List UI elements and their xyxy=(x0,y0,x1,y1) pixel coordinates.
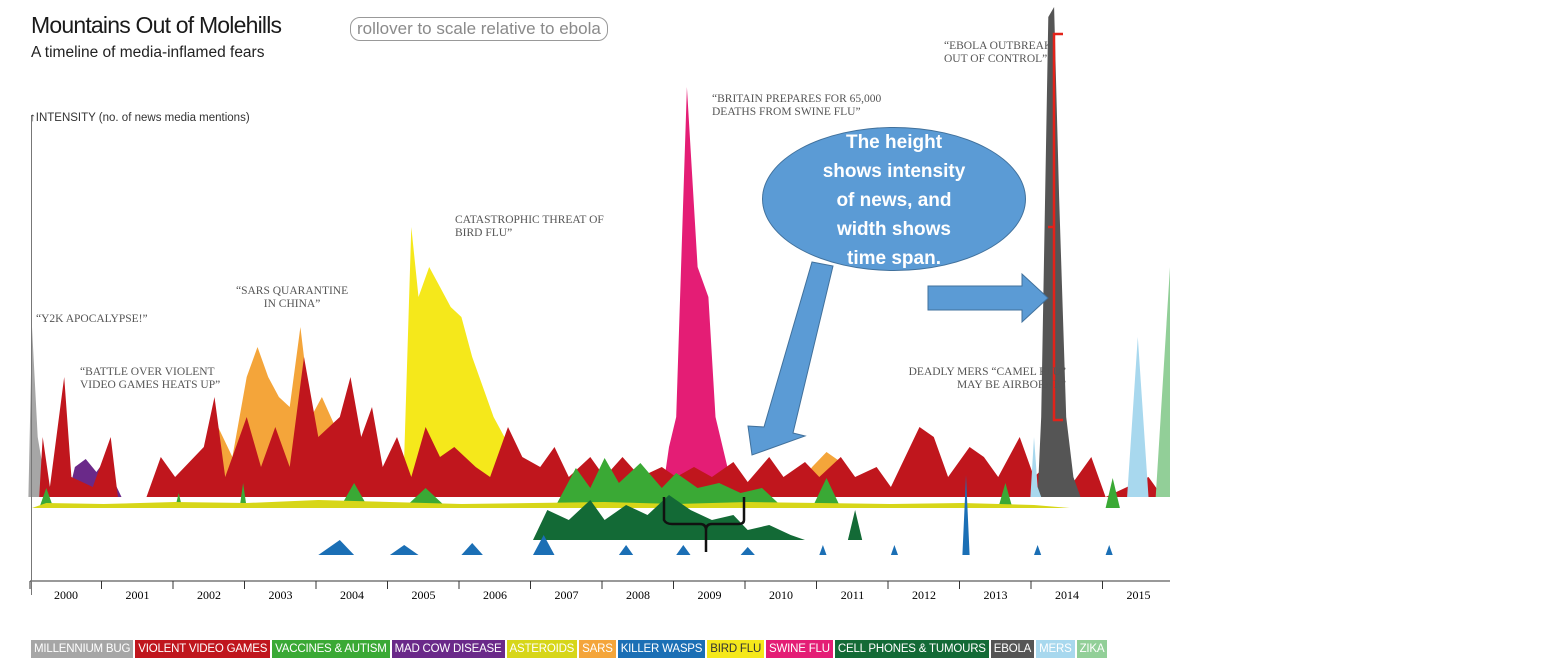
series-vaccines-autism[interactable] xyxy=(39,458,1120,508)
callout-line: shows intensity xyxy=(822,161,966,182)
x-tick-label: 2015 xyxy=(1127,588,1151,602)
x-tick-label: 2001 xyxy=(126,588,150,602)
x-tick-label: 2000 xyxy=(54,588,78,602)
explanation-callout: The height shows intensity of news, and … xyxy=(762,127,1026,271)
x-axis: 2000 2001 2002 2003 2004 2005 2006 2007 2008 2009… xyxy=(29,580,1170,602)
annotation-mers: DEADLY MERS “CAMEL FLU” MAY BE AIRBORNE” xyxy=(908,366,1066,391)
legend-item-violent-video-games[interactable]: VIOLENT VIDEO GAMES xyxy=(135,640,271,658)
chart-subtitle: A timeline of media-inflamed fears xyxy=(31,44,265,61)
x-tick-label: 2009 xyxy=(698,588,722,602)
legend-item-millennium-bug[interactable]: MILLENNIUM BUG xyxy=(31,640,134,658)
legend-item-cell-phones[interactable]: CELL PHONES & TUMOURS xyxy=(834,640,989,658)
legend: MILLENNIUM BUG VIOLENT VIDEO GAMES VACCI… xyxy=(31,640,1108,658)
callout-line: width shows xyxy=(837,219,951,240)
legend-item-bird-flu[interactable]: BIRD FLU xyxy=(707,640,765,658)
legend-item-killer-wasps[interactable]: KILLER WASPS xyxy=(617,640,706,658)
annotation-ebola: “EBOLA OUTBREAK OUT OF CONTROL” xyxy=(944,40,1053,65)
legend-item-zika[interactable]: ZIKA xyxy=(1076,640,1108,658)
annotation-video-games: “BATTLE OVER VIOLENT VIDEO GAMES HEATS U… xyxy=(80,366,221,391)
x-tick-label: 2012 xyxy=(912,588,936,602)
rollover-button[interactable]: rollover to scale relative to ebola xyxy=(350,17,608,41)
annotation-swine-flu: “BRITAIN PREPARES FOR 65,000 DEATHS FROM… xyxy=(712,93,882,118)
legend-item-mers[interactable]: MERS xyxy=(1036,640,1075,658)
x-tick-label: 2002 xyxy=(197,588,221,602)
legend-item-asteroids[interactable]: ASTEROIDS xyxy=(506,640,578,658)
overlay-layer xyxy=(662,32,1063,552)
x-tick-label: 2011 xyxy=(841,588,865,602)
legend-item-mad-cow[interactable]: MAD COW DISEASE xyxy=(391,640,505,658)
callout-down-arrow xyxy=(747,261,834,456)
legend-item-ebola[interactable]: EBOLA xyxy=(990,640,1035,658)
series-ebola[interactable] xyxy=(1037,7,1081,497)
x-tick-label: 2006 xyxy=(483,588,507,602)
series-layer xyxy=(28,7,1170,555)
x-tick-label: 2013 xyxy=(984,588,1008,602)
series-zika[interactable] xyxy=(1155,267,1170,497)
legend-item-swine-flu[interactable]: SWINE FLU xyxy=(766,640,833,658)
x-tick-label: 2004 xyxy=(340,588,364,602)
x-tick-label: 2010 xyxy=(769,588,793,602)
series-mers[interactable] xyxy=(1030,337,1149,497)
x-tick-label: 2014 xyxy=(1055,588,1079,602)
x-tick-label: 2005 xyxy=(412,588,436,602)
annotation-sars: “SARS QUARANTINE IN CHINA” xyxy=(236,285,349,310)
annotation-y2k: “Y2K APOCALYPSE!” xyxy=(36,313,148,325)
x-tick-label: 2008 xyxy=(626,588,650,602)
x-tick-label: 2003 xyxy=(269,588,293,602)
chart-title: Mountains Out of Molehills xyxy=(31,12,282,38)
series-swine-flu[interactable] xyxy=(661,87,741,497)
legend-item-vaccines-autism[interactable]: VACCINES & AUTISM xyxy=(272,640,390,658)
callout-line: of news, and xyxy=(836,190,952,211)
series-bird-flu[interactable] xyxy=(389,227,548,497)
y-axis-label: ↑INTENSITY (no. of news media mentions) xyxy=(30,112,250,124)
y-axis-line xyxy=(31,115,32,595)
swineflu-width-bracket xyxy=(662,497,746,552)
series-asteroids[interactable] xyxy=(32,500,1070,508)
ebola-red-bracket xyxy=(1048,32,1063,422)
y-axis-label-text: INTENSITY (no. of news media mentions) xyxy=(35,112,250,124)
series-violent-video-games[interactable] xyxy=(39,357,1163,497)
x-tick-label: 2007 xyxy=(555,588,579,602)
legend-item-sars[interactable]: SARS xyxy=(579,640,616,658)
callout-line: The height xyxy=(845,132,943,153)
annotation-bird-flu: CATASTROPHIC THREAT OF BIRD FLU” xyxy=(455,214,604,239)
callout-right-arrow xyxy=(927,272,1049,324)
series-cell-phones-tumours[interactable] xyxy=(533,495,863,540)
callout-line: time span. xyxy=(847,248,941,269)
series-millennium-bug[interactable] xyxy=(28,327,55,497)
